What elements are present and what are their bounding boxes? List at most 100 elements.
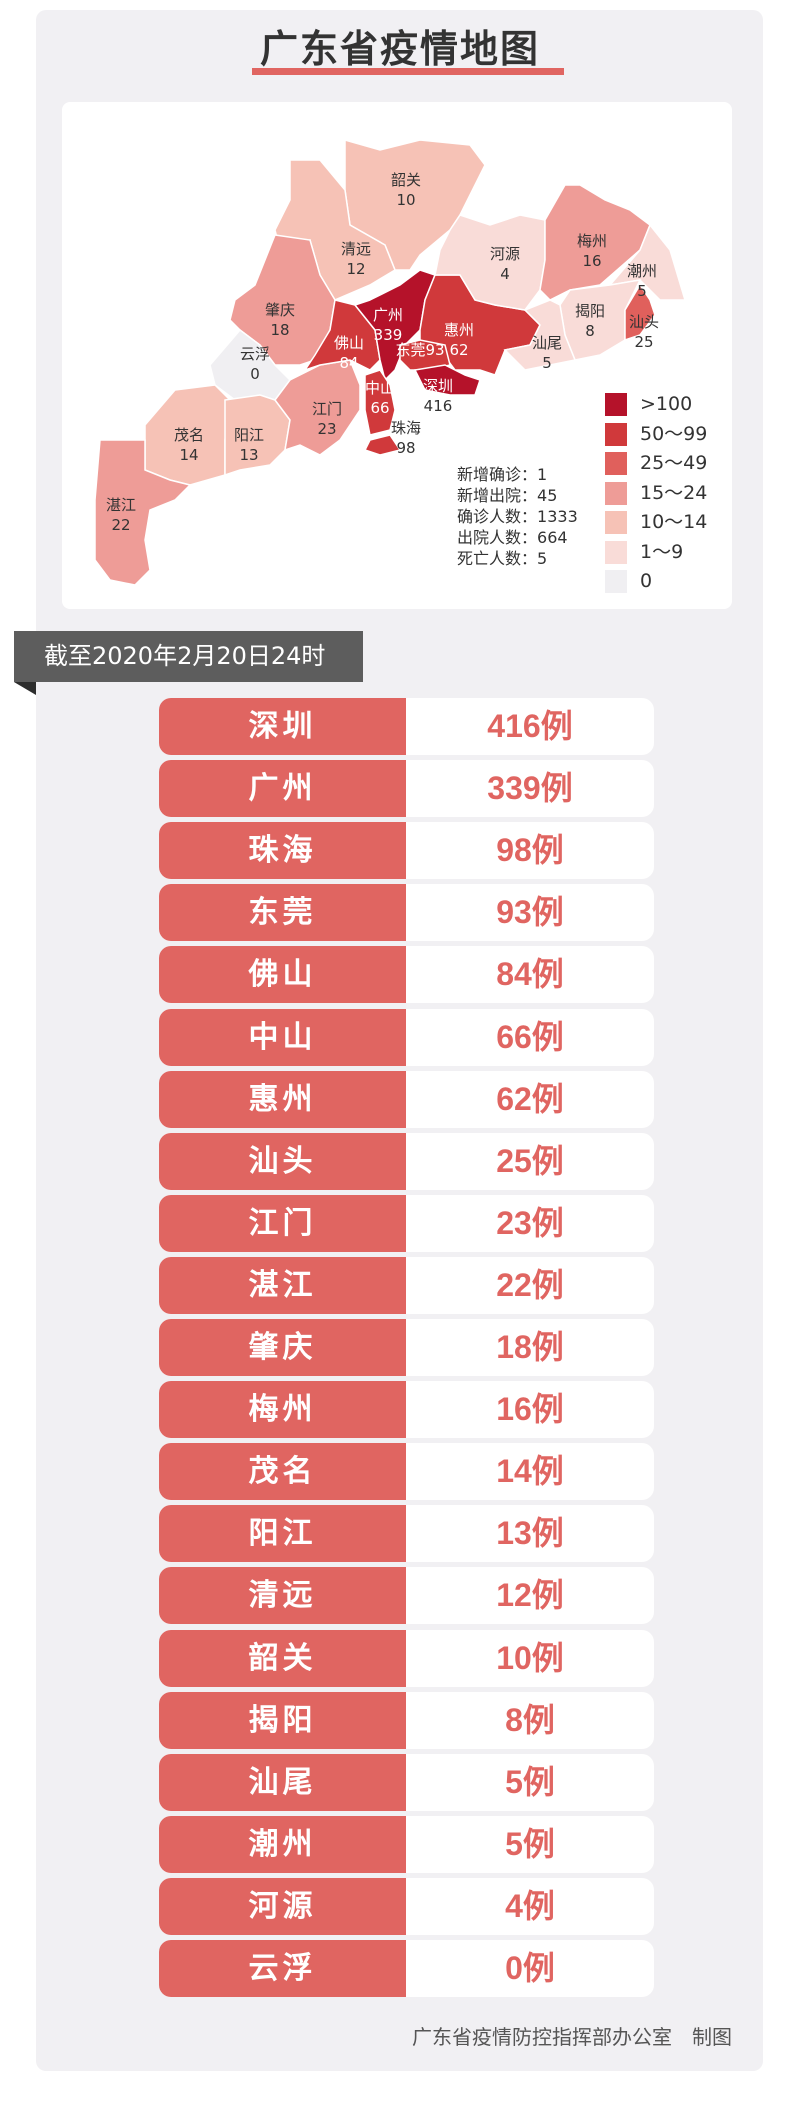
legend-swatch <box>605 570 627 593</box>
legend-swatch <box>605 481 627 505</box>
map-label: 东莞93 <box>395 341 444 359</box>
map-region <box>363 434 402 456</box>
case-count: 22例 <box>496 1266 564 1303</box>
city-name: 阳江 <box>159 1505 406 1563</box>
map-region <box>229 234 336 366</box>
ranking-row: 云浮 0例 <box>159 1940 654 1997</box>
legend-swatch <box>605 452 627 475</box>
stat-value: 5 <box>537 549 548 568</box>
case-count: 23例 <box>496 1204 564 1241</box>
footer-credit: 广东省疫情防控指挥部办公室 制图 <box>412 2025 732 2049</box>
map-label-value: 22 <box>111 516 130 534</box>
case-count: 93例 <box>496 894 564 931</box>
map-label-name: 深圳 <box>423 377 453 395</box>
case-count: 84例 <box>496 956 564 993</box>
stat-separator: ： <box>521 465 538 484</box>
map-region <box>274 359 361 456</box>
map-label-value: 13 <box>239 446 258 464</box>
map-label-name: 珠海 <box>391 419 421 437</box>
case-count: 4例 <box>505 1887 555 1924</box>
date-banner: 截至2020年2月20日24时 <box>14 631 363 682</box>
map-label-name: 湛江 <box>106 496 136 514</box>
legend-label: >100 <box>640 393 693 415</box>
stat-separator: ： <box>521 507 538 526</box>
ranking-row: 河源 4例 <box>159 1877 654 1935</box>
ranking-row: 中山 66例 <box>159 1008 654 1066</box>
stat-value: 1 <box>537 465 548 484</box>
map-label-name: 佛山 <box>334 334 364 352</box>
map-label-name: 中山 <box>365 379 395 397</box>
legend-label: 10～14 <box>640 511 708 533</box>
map-label-value: 339 <box>374 326 403 344</box>
ranking-row: 佛山 84例 <box>159 946 654 1004</box>
city-name: 珠海 <box>159 822 406 880</box>
map-label-value: 14 <box>179 446 198 464</box>
map-region <box>434 214 546 311</box>
city-name: 深圳 <box>159 698 406 755</box>
legend-label: 15～24 <box>640 481 708 504</box>
city-name: 惠州 <box>159 1070 406 1128</box>
city-name: 清远 <box>159 1567 406 1625</box>
city-name: 汕尾 <box>159 1753 406 1811</box>
legend-label: 0 <box>640 570 653 592</box>
city-name: 广州 <box>159 760 406 818</box>
stat-value: 45 <box>537 486 558 505</box>
city-name: 梅州 <box>159 1381 406 1439</box>
stat-label: 出院人数 <box>457 528 522 547</box>
page-title: 广东省疫情地图 <box>259 27 540 71</box>
map-label-value: 62 <box>449 341 468 359</box>
ranking-row: 梅州 16例 <box>159 1381 654 1439</box>
city-name: 佛山 <box>159 946 406 1004</box>
map-region <box>503 299 577 371</box>
map-region <box>274 159 396 301</box>
guangdong-map: 韶关10清远12肇庆18云浮0茂名14阳江13江门23湛江22佛山84广州339… <box>94 139 687 586</box>
map-label-value: 5 <box>542 354 552 372</box>
city-name: 茂名 <box>159 1443 406 1501</box>
city-name: 汕头 <box>159 1132 406 1190</box>
stat-line: 死亡人数：5 <box>457 548 578 569</box>
stat-label: 新增出院 <box>457 486 522 505</box>
legend-label: 50～99 <box>640 422 708 445</box>
case-count: 5例 <box>505 1763 555 1800</box>
case-count: 14例 <box>496 1453 564 1490</box>
ranking-row: 清远 12例 <box>159 1567 654 1625</box>
map-label-name: 河源 <box>490 245 520 263</box>
map-label-value: 25 <box>634 333 653 351</box>
stat-value: 1333 <box>537 507 578 526</box>
stat-separator: ： <box>521 549 538 568</box>
city-name: 江门 <box>159 1194 406 1252</box>
city-name: 潮州 <box>159 1815 406 1873</box>
city-name: 东莞 <box>159 884 406 942</box>
ranking-row: 惠州 62例 <box>159 1070 654 1128</box>
map-label-name: 惠州 <box>444 321 474 339</box>
case-count: 66例 <box>496 1018 564 1055</box>
title-underline <box>252 68 564 75</box>
summary-stats: 新增确诊：1 新增出院：45 确诊人数：1333 出院人数：664 死亡人数：5 <box>457 464 578 569</box>
map-label-value: 84 <box>339 354 358 372</box>
case-count: 339例 <box>487 770 573 807</box>
city-name: 云浮 <box>159 1940 406 1997</box>
map-label-name: 茂名 <box>174 426 204 444</box>
ranking-row: 肇庆 18例 <box>159 1319 654 1376</box>
stat-separator: ： <box>521 528 538 547</box>
map-region <box>364 369 396 436</box>
case-count: 0例 <box>505 1950 555 1986</box>
map-label-value: 66 <box>370 399 389 417</box>
ranking-row: 东莞 93例 <box>159 884 654 942</box>
map-label-value: 4 <box>500 265 510 283</box>
map-region <box>624 283 656 342</box>
map-label-value: 23 <box>317 420 336 438</box>
ranking-row: 珠海 98例 <box>159 822 654 880</box>
stat-label: 确诊人数 <box>457 507 522 526</box>
map-label-name: 广州 <box>373 306 403 324</box>
ranking-row: 湛江 22例 <box>159 1256 654 1314</box>
map-label-name: 江门 <box>312 400 342 418</box>
stat-line: 新增确诊：1 <box>457 464 578 485</box>
map-label-name: 清远 <box>341 240 371 258</box>
legend-swatch <box>605 511 627 534</box>
map-label-value: 16 <box>582 252 601 270</box>
stat-label: 新增确诊 <box>457 465 522 484</box>
stat-label: 死亡人数 <box>457 549 522 568</box>
map-region <box>413 364 481 396</box>
case-count: 10例 <box>496 1639 564 1676</box>
